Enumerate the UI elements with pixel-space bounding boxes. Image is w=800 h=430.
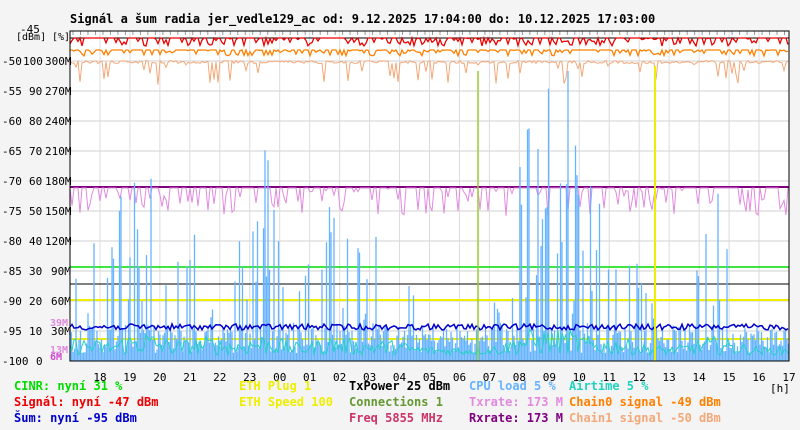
- legend-entry: Freq 5855 MHz: [349, 411, 443, 425]
- legend-entry: TxPower 25 dBm: [349, 379, 450, 393]
- series-signal: [69, 35, 789, 49]
- legend-entry: Signál: nyní -47 dBm: [14, 395, 159, 409]
- series-chain1: [69, 59, 789, 85]
- y-tick-dbm: -45: [20, 23, 40, 36]
- y-tick-rate: 300M: [45, 55, 72, 68]
- y-tick-pct: 20: [29, 295, 42, 308]
- x-tick-label: 16: [752, 371, 765, 384]
- chart-title: Signál a šum radia jer_vedle129_ac od: 9…: [70, 12, 655, 27]
- y-tick-rate: 60M: [51, 295, 71, 308]
- x-tick-label: 23: [243, 371, 256, 384]
- y-tick-dbm: -80: [2, 235, 22, 248]
- legend-entry: ETH Plug 1: [239, 379, 311, 393]
- legend-entry: ETH Speed 100: [239, 395, 333, 409]
- y-tick-dbm: -60: [2, 115, 22, 128]
- y-tick-rate: 90M: [51, 265, 71, 278]
- x-unit-label: [h]: [770, 382, 790, 395]
- series-txrate: [69, 186, 789, 216]
- x-tick-label: 13: [663, 371, 676, 384]
- y-tick-pct: 90: [29, 85, 42, 98]
- y-tick-pct: 100: [23, 55, 43, 68]
- y-tick-pct: 70: [29, 145, 42, 158]
- x-tick-label: 11: [603, 371, 616, 384]
- legend-entry: Chain1 signal -50 dBm: [569, 411, 721, 425]
- legend-entry: CPU load 5 %: [469, 379, 556, 393]
- y-tick-rate: 30M: [51, 325, 71, 338]
- y-tick-pct: 30: [29, 265, 42, 278]
- y-tick-pct: 0: [36, 355, 43, 368]
- y-tick-dbm: -95: [2, 325, 22, 338]
- x-tick-label: 18: [93, 371, 106, 384]
- x-tick-label: 08: [513, 371, 526, 384]
- legend-entry: Airtime 5 %: [569, 379, 649, 393]
- y-tick-rate: 180M: [45, 175, 72, 188]
- legend-entry: Rxrate: 173 M: [469, 411, 563, 425]
- series-chain0: [70, 48, 789, 58]
- y-tick-rate: 240M: [45, 115, 72, 128]
- y-tick-pct: 40: [29, 235, 42, 248]
- y-tick-dbm: -90: [2, 295, 22, 308]
- x-tick-label: 10: [573, 371, 586, 384]
- series-airtime: [69, 328, 789, 357]
- x-tick-label: 04: [393, 371, 407, 384]
- x-tick-label: 21: [183, 371, 196, 384]
- y-tick-dbm: -65: [2, 145, 22, 158]
- y-tick-pct: 50: [29, 205, 42, 218]
- inner-rate-label: 6M: [50, 352, 62, 363]
- y-tick-dbm: -100: [2, 355, 29, 368]
- y-tick-rate: 270M: [45, 85, 72, 98]
- y-tick-rate: 210M: [45, 145, 72, 158]
- y-tick-dbm: -55: [2, 85, 22, 98]
- y-tick-rate: 120M: [45, 235, 72, 248]
- x-tick-label: 01: [303, 371, 316, 384]
- legend-entry: Chain0 signal -49 dBm: [569, 395, 721, 409]
- x-tick-label: 05: [423, 371, 436, 384]
- x-tick-label: 03: [363, 371, 376, 384]
- series-noise: [69, 321, 789, 332]
- x-tick-label: 15: [722, 371, 735, 384]
- legend-entry: Connections 1: [349, 395, 443, 409]
- x-tick-label: 20: [153, 371, 166, 384]
- y-tick-dbm: -70: [2, 175, 22, 188]
- inner-rate-label: 13M: [50, 345, 68, 356]
- y-tick-pct: 10: [29, 325, 42, 338]
- y-tick-pct: 60: [29, 175, 42, 188]
- x-tick-label: 19: [123, 371, 136, 384]
- y-tick-rate: 150M: [45, 205, 72, 218]
- y-unit-pct: [%]: [52, 32, 70, 43]
- y-tick-dbm: -50: [2, 55, 22, 68]
- y-tick-dbm: -75: [2, 205, 22, 218]
- legend-entry: Txrate: 173 M: [469, 395, 563, 409]
- inner-rate-label: 39M: [50, 318, 68, 329]
- x-tick-label: 00: [273, 371, 286, 384]
- y-tick-dbm: -85: [2, 265, 22, 278]
- x-tick-label: 14: [693, 371, 707, 384]
- x-tick-label: 06: [453, 371, 466, 384]
- legend-entry: Šum: nyní -95 dBm: [14, 410, 137, 425]
- x-tick-label: 07: [483, 371, 496, 384]
- x-tick-label: 22: [213, 371, 226, 384]
- y-unit-dbm: [dBm]: [16, 32, 46, 43]
- y-tick-pct: 80: [29, 115, 42, 128]
- x-tick-label: 12: [633, 371, 646, 384]
- x-tick-label: 02: [333, 371, 346, 384]
- legend-entry: CINR: nyní 31 %: [14, 379, 123, 393]
- x-tick-label: 09: [543, 371, 556, 384]
- x-tick-label: 17: [782, 371, 795, 384]
- plot-border: [69, 30, 790, 362]
